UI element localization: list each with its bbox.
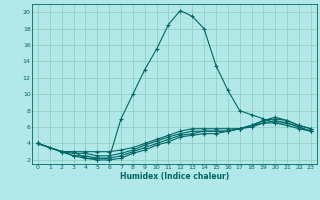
X-axis label: Humidex (Indice chaleur): Humidex (Indice chaleur) (120, 172, 229, 181)
